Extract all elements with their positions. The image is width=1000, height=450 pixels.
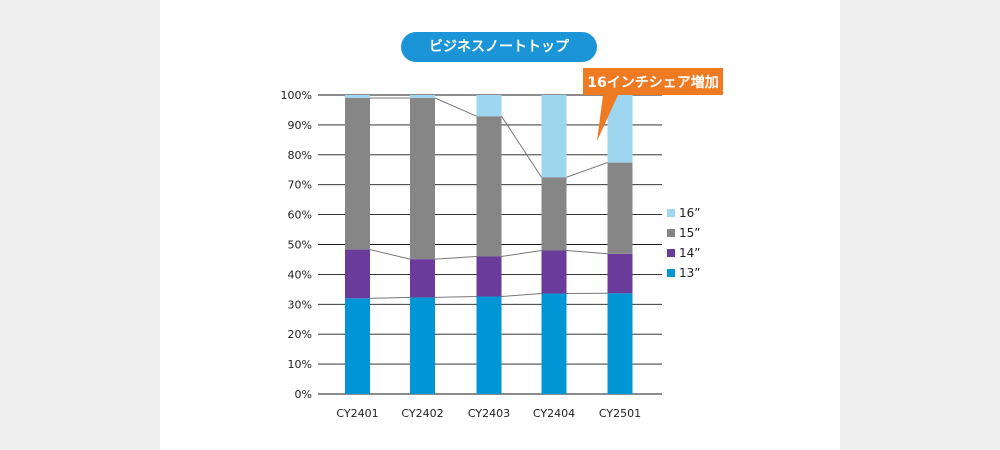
- bar-segment: [541, 95, 567, 178]
- bar-segment: [345, 95, 370, 98]
- y-tick-label: 60%: [288, 209, 312, 222]
- bar-segment: [541, 293, 567, 394]
- bar-segment: [345, 97, 370, 250]
- bar-segment: [607, 293, 633, 394]
- bar-segment: [476, 256, 502, 297]
- legend-label: 15”: [679, 226, 701, 240]
- bar-segment: [607, 253, 633, 294]
- x-tick-label: CY2403: [468, 407, 510, 420]
- x-tick-label: CY2404: [533, 407, 575, 420]
- y-tick-label: 50%: [288, 239, 312, 252]
- legend-label: 16”: [679, 206, 701, 220]
- bar-segment: [541, 177, 567, 251]
- bar-segment: [476, 95, 502, 117]
- legend-swatch: [667, 249, 675, 257]
- connector-line: [501, 249, 542, 257]
- connector-line: [566, 162, 608, 178]
- callout-box: [583, 68, 723, 95]
- bar-segment: [476, 116, 502, 257]
- bar-segment: [345, 249, 370, 299]
- chart-title: ビジネスノートトップ: [401, 32, 597, 62]
- y-tick-label: 10%: [288, 358, 312, 371]
- bar-segment: [410, 297, 435, 394]
- connector-line: [369, 249, 411, 260]
- connector-line: [566, 249, 608, 255]
- y-tick-label: 70%: [288, 179, 312, 192]
- connector-line: [434, 296, 477, 298]
- x-tick-label: CY2402: [401, 407, 443, 420]
- connector-line: [434, 255, 477, 260]
- legend-label: 14”: [679, 246, 701, 260]
- x-tick-label: CY2401: [336, 407, 378, 420]
- x-tick-label: CY2501: [599, 407, 641, 420]
- connector-line: [501, 293, 542, 298]
- bar-segment: [345, 298, 370, 394]
- y-tick-label: 80%: [288, 149, 312, 162]
- bar-segment: [410, 97, 435, 260]
- legend-label: 13”: [679, 266, 701, 280]
- bar-segment: [410, 259, 435, 298]
- callout-text: 16インチシェア増加: [587, 74, 718, 91]
- y-tick-label: 40%: [288, 268, 312, 281]
- connector-line: [434, 97, 477, 117]
- y-tick-label: 0%: [295, 388, 312, 401]
- legend-swatch: [667, 209, 675, 217]
- connector-line: [501, 115, 542, 178]
- y-tick-label: 20%: [288, 328, 312, 341]
- bar-segment: [541, 250, 567, 294]
- bar-segment: [607, 162, 633, 254]
- legend-swatch: [667, 229, 675, 237]
- bar-segment: [410, 95, 435, 98]
- bar-segment: [476, 296, 502, 394]
- y-tick-label: 90%: [288, 119, 312, 132]
- y-tick-label: 30%: [288, 298, 312, 311]
- legend-swatch: [667, 269, 675, 277]
- y-tick-label: 100%: [281, 89, 312, 102]
- connector-line: [369, 296, 411, 299]
- callout-pointer: [597, 95, 618, 141]
